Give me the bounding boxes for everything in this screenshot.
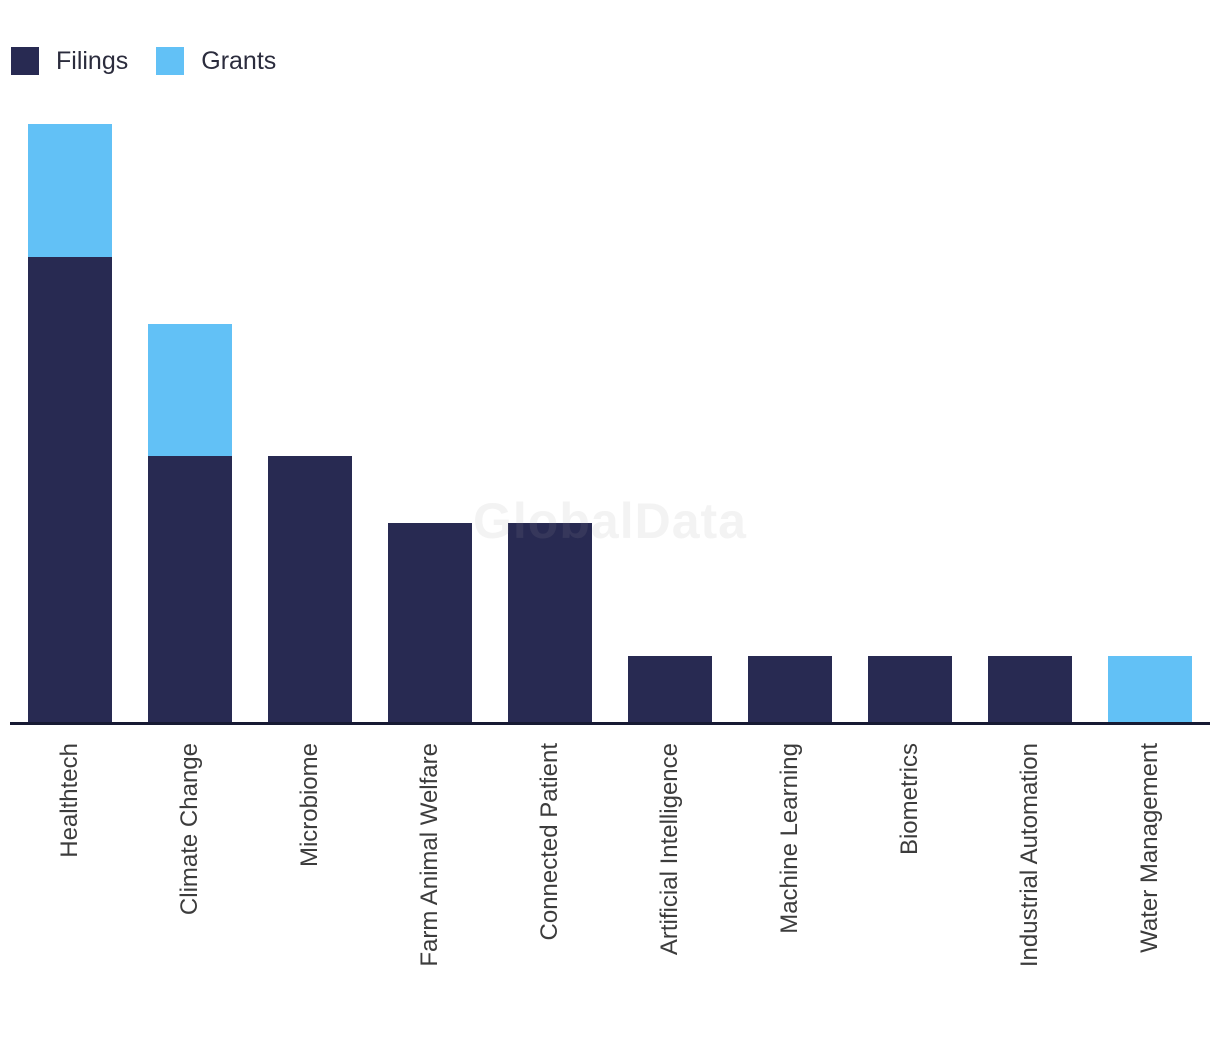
bar-segment-filings-farm-animal-welfare[interactable] xyxy=(388,522,472,722)
x-axis-label-biometrics: Biometrics xyxy=(896,743,923,856)
x-axis-label-artificial-intelligence: Artificial Intelligence xyxy=(656,743,683,956)
bar-segment-filings-connected-patient[interactable] xyxy=(508,522,592,722)
legend-item-filings[interactable]: Filings xyxy=(11,47,128,75)
legend: Filings Grants xyxy=(11,47,304,75)
x-axis-label-connected-patient: Connected Patient xyxy=(536,743,563,941)
bar-segment-filings-biometrics[interactable] xyxy=(868,655,952,722)
bar-segment-grants-climate-change[interactable] xyxy=(148,323,232,457)
grants-swatch-icon xyxy=(156,47,185,75)
bar-segment-filings-climate-change[interactable] xyxy=(148,456,232,722)
bar-segment-filings-industrial-automation[interactable] xyxy=(988,655,1072,722)
legend-item-grants[interactable]: Grants xyxy=(156,47,276,75)
bar-segment-grants-water-management[interactable] xyxy=(1108,655,1192,722)
legend-label-filings: Filings xyxy=(56,47,129,75)
x-axis-label-farm-animal-welfare: Farm Animal Welfare xyxy=(416,743,443,967)
x-axis-label-industrial-automation: Industrial Automation xyxy=(1016,743,1043,968)
bar-segment-filings-artificial-intelligence[interactable] xyxy=(628,655,712,722)
bar-segment-filings-healthtech[interactable] xyxy=(28,257,112,722)
x-axis-line xyxy=(10,722,1210,725)
bar-segment-filings-microbiome[interactable] xyxy=(268,456,352,722)
filings-swatch-icon xyxy=(11,47,39,75)
bar-segment-grants-healthtech[interactable] xyxy=(28,124,112,258)
x-axis-label-machine-learning: Machine Learning xyxy=(776,743,803,934)
x-axis-label-healthtech: Healthtech xyxy=(56,743,83,858)
legend-label-grants: Grants xyxy=(201,47,277,75)
x-axis-label-climate-change: Climate Change xyxy=(176,743,203,916)
x-axis-label-microbiome: Microbiome xyxy=(296,743,323,868)
bar-segment-filings-machine-learning[interactable] xyxy=(748,655,832,722)
x-axis-label-water-management: Water Management xyxy=(1136,743,1163,953)
